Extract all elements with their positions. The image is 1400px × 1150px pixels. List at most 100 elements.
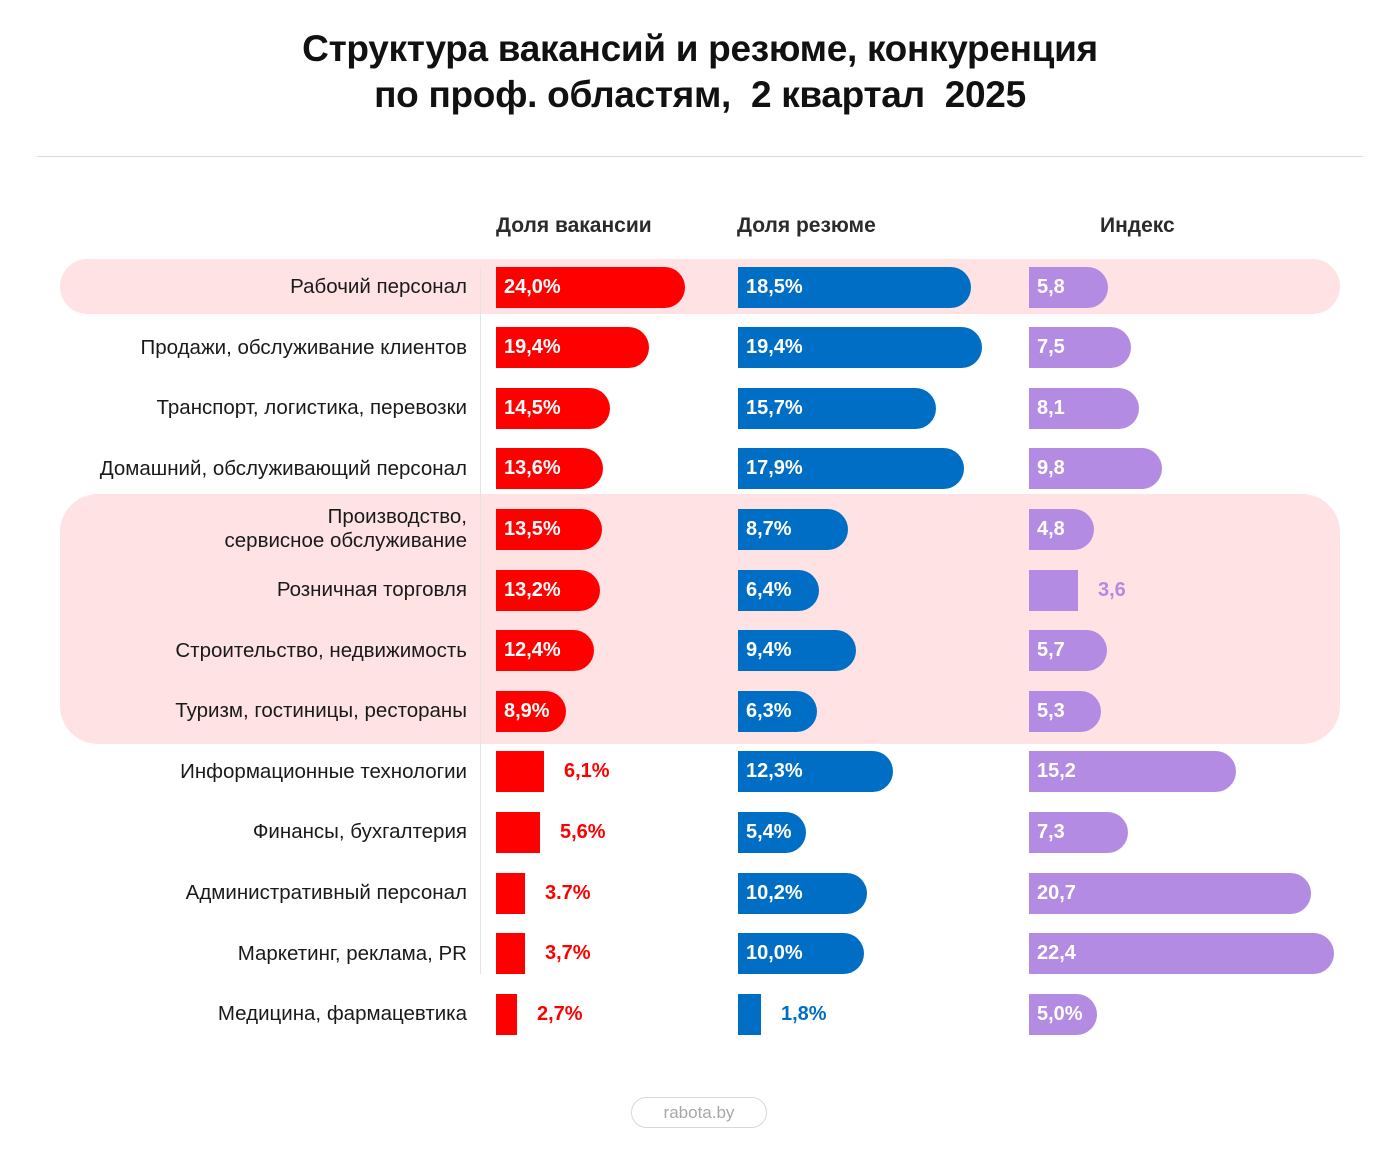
resume-bar xyxy=(738,327,982,369)
category-label: Домашний, обслуживающий персонал xyxy=(99,456,467,480)
vacancy-value-label: 19,4% xyxy=(504,336,561,359)
index-value-label: 5,8 xyxy=(1037,275,1065,298)
vacancy-bar xyxy=(496,508,602,550)
resume-value-label: 17,9% xyxy=(746,457,803,480)
vacancy-bar xyxy=(496,933,525,975)
index-value-label: 3,6 xyxy=(1098,578,1126,601)
vacancy-bar xyxy=(496,448,603,490)
category-label: Финансы, бухгалтерия xyxy=(252,820,467,844)
index-bar xyxy=(1029,933,1334,975)
resume-value-label: 1,8% xyxy=(781,1002,827,1025)
resume-bar xyxy=(738,933,864,975)
vacancy-bar xyxy=(496,327,649,369)
category-label: Производство, сервисное обслуживание xyxy=(224,505,467,553)
resume-value-label: 10,0% xyxy=(746,942,803,965)
category-label: Продажи, обслуживание клиентов xyxy=(140,335,468,359)
index-bar xyxy=(1029,387,1139,429)
vacancy-value-label: 8,9% xyxy=(504,699,550,722)
vacancy-bar xyxy=(496,872,525,914)
category-label: Рабочий персонал xyxy=(290,275,467,298)
resume-value-label: 10,2% xyxy=(746,881,803,904)
highlight-band-1 xyxy=(60,259,1340,314)
resume-value-label: 19,4% xyxy=(746,336,803,359)
resume-bar xyxy=(738,266,971,308)
category-label: Информационные технологии xyxy=(180,759,467,783)
index-value-label: 7,5 xyxy=(1037,336,1065,359)
index-bar xyxy=(1029,630,1107,672)
category-label: Маркетинг, реклама, PR xyxy=(237,941,467,965)
resume-value-label: 5,4% xyxy=(746,820,792,843)
vacancy-value-label: 13,5% xyxy=(504,517,561,540)
vacancy-value-label: 2,7% xyxy=(537,1002,583,1025)
index-value-label: 5,0% xyxy=(1037,1002,1083,1025)
index-value-label: 5,7 xyxy=(1037,639,1065,662)
vacancy-value-label: 14,5% xyxy=(504,396,561,419)
vacancy-value-label: 12,4% xyxy=(504,639,561,662)
resume-bar xyxy=(738,751,893,793)
resume-value-label: 8,7% xyxy=(746,517,792,540)
category-label: Туризм, гостиницы, рестораны xyxy=(175,699,467,723)
brand-badge: rabota.by xyxy=(631,1097,767,1128)
resume-bar xyxy=(738,993,761,1035)
column-header-resume: Доля резюме xyxy=(737,214,876,237)
resume-bar xyxy=(738,690,817,732)
category-label: Строительство, недвижимость xyxy=(175,638,467,662)
vacancy-bar xyxy=(496,569,600,611)
vacancy-value-label: 3,7% xyxy=(545,942,591,965)
vacancy-value-label: 5,6% xyxy=(560,820,606,843)
vacancy-bar xyxy=(496,751,544,793)
category-label: Административный персонал xyxy=(185,881,467,904)
resume-value-label: 15,7% xyxy=(746,396,803,419)
resume-value-label: 6,4% xyxy=(746,578,792,601)
index-bar xyxy=(1029,448,1162,490)
category-label: Розничная торговля xyxy=(276,578,467,601)
index-value-label: 22,4 xyxy=(1037,942,1076,965)
resume-bar xyxy=(738,508,848,550)
vacancy-bar xyxy=(496,266,685,308)
vacancy-bar xyxy=(496,690,566,732)
index-value-label: 9,8 xyxy=(1037,457,1065,480)
column-header-index: Индекс xyxy=(1100,214,1175,237)
index-bar xyxy=(1029,569,1078,611)
chart-title: Структура вакансий и резюме, конкуренция… xyxy=(302,28,1098,115)
vacancy-bar xyxy=(496,993,517,1035)
vacancy-value-label: 6,1% xyxy=(564,760,610,783)
index-bar xyxy=(1029,993,1097,1035)
resume-bar xyxy=(738,569,819,611)
index-value-label: 7,3 xyxy=(1037,820,1065,843)
vacancy-value-label: 3.7% xyxy=(545,881,591,904)
index-value-label: 15,2 xyxy=(1037,760,1076,783)
resume-bar xyxy=(738,811,806,853)
vacancy-value-label: 13,6% xyxy=(504,457,561,480)
index-bar xyxy=(1029,508,1094,550)
index-bar xyxy=(1029,872,1311,914)
vacancy-bar xyxy=(496,630,594,672)
index-bar xyxy=(1029,266,1108,308)
index-value-label: 4,8 xyxy=(1037,517,1065,540)
resume-value-label: 18,5% xyxy=(746,275,803,298)
resume-bar xyxy=(738,448,964,490)
category-label: Транспорт, логистика, перевозки xyxy=(156,396,467,420)
resume-value-label: 12,3% xyxy=(746,760,803,783)
vacancy-bar xyxy=(496,811,540,853)
index-value-label: 8,1 xyxy=(1037,396,1065,419)
resume-bar xyxy=(738,630,856,672)
resume-bar xyxy=(738,872,867,914)
label-separator-line xyxy=(480,266,481,974)
highlight-band-2 xyxy=(60,494,1340,744)
vacancy-bar xyxy=(496,387,610,429)
title-divider xyxy=(37,156,1363,157)
index-bar xyxy=(1029,690,1101,732)
index-value-label: 5,3 xyxy=(1037,699,1065,722)
vacancy-value-label: 13,2% xyxy=(504,578,561,601)
index-bar xyxy=(1029,327,1131,369)
column-header-vacancy: Доля вакансии xyxy=(496,214,652,237)
resume-value-label: 9,4% xyxy=(746,639,792,662)
resume-value-label: 6,3% xyxy=(746,699,792,722)
index-bar xyxy=(1029,811,1128,853)
vacancy-value-label: 24,0% xyxy=(504,275,561,298)
category-label: Медицина, фармацевтика xyxy=(217,1002,467,1026)
index-value-label: 20,7 xyxy=(1037,881,1076,904)
index-bar xyxy=(1029,751,1236,793)
resume-bar xyxy=(738,387,936,429)
